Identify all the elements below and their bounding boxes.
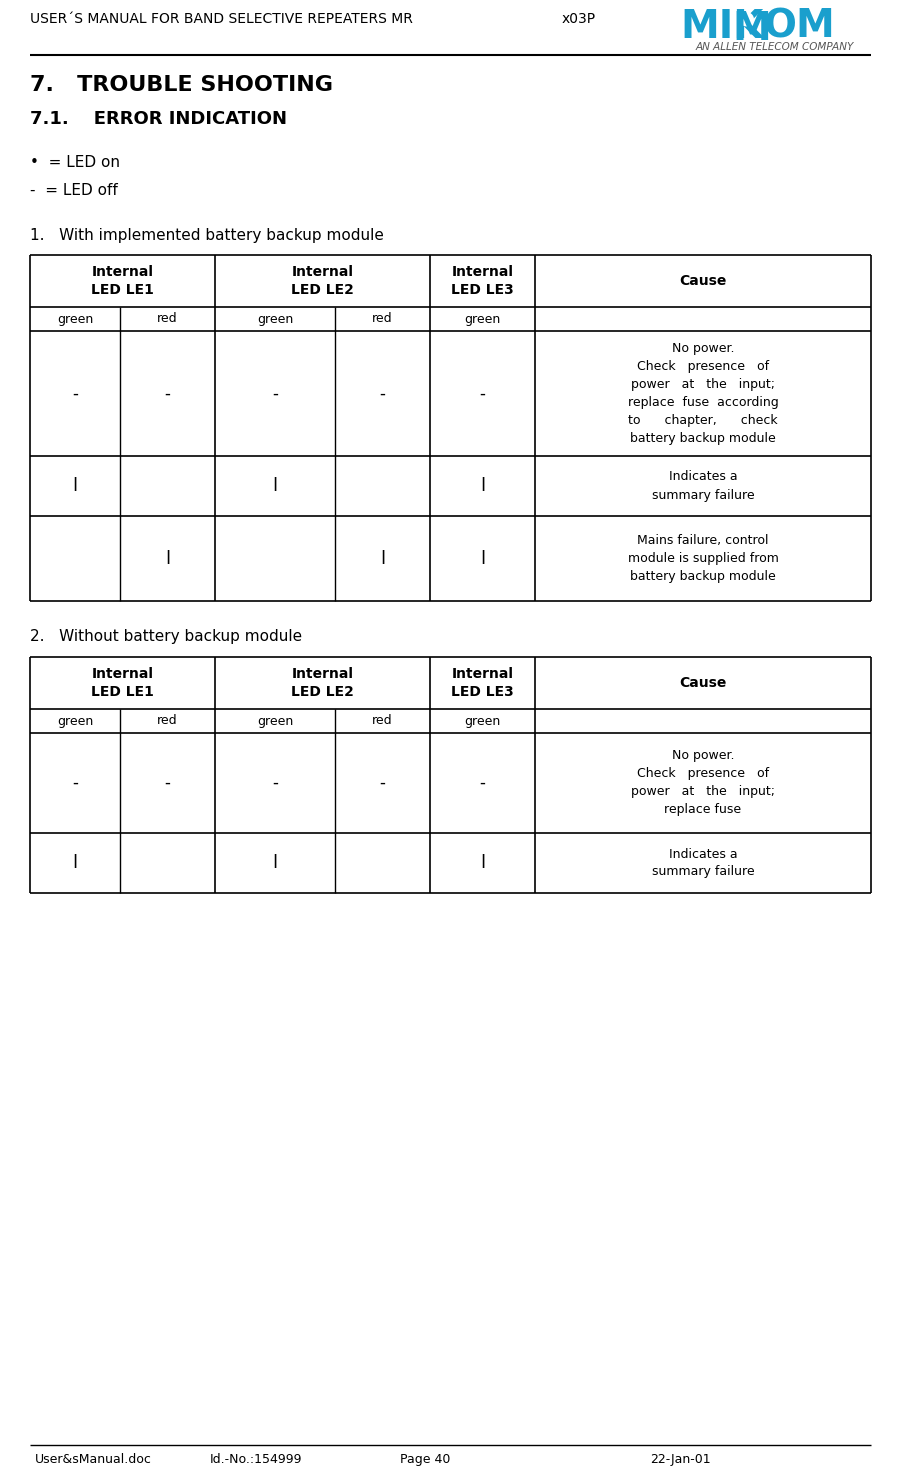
Text: green: green: [464, 714, 501, 728]
Text: l: l: [72, 478, 77, 495]
Text: red: red: [157, 714, 177, 728]
Text: x03P: x03P: [562, 12, 596, 27]
Text: green: green: [57, 714, 93, 728]
Text: green: green: [464, 312, 501, 325]
Text: l: l: [480, 550, 485, 568]
Text: -: -: [379, 385, 386, 402]
Text: Indicates a
summary failure: Indicates a summary failure: [651, 470, 754, 501]
Text: -: -: [272, 774, 278, 791]
Text: red: red: [372, 312, 393, 325]
Text: l: l: [72, 853, 77, 873]
Text: red: red: [157, 312, 177, 325]
Text: 22-Jan-01: 22-Jan-01: [650, 1452, 711, 1466]
Text: green: green: [257, 312, 293, 325]
Text: Cause: Cause: [679, 676, 727, 691]
Text: •  = LED on: • = LED on: [30, 155, 120, 170]
Text: l: l: [380, 550, 385, 568]
Text: -: -: [379, 774, 386, 791]
Text: ●: ●: [738, 7, 755, 27]
Text: -: -: [479, 774, 486, 791]
Text: Cause: Cause: [679, 274, 727, 288]
Text: User&sManual.doc: User&sManual.doc: [35, 1452, 152, 1466]
Text: l: l: [480, 853, 485, 873]
Text: 7.1.    ERROR INDICATION: 7.1. ERROR INDICATION: [30, 109, 287, 129]
Text: 1.   With implemented battery backup module: 1. With implemented battery backup modul…: [30, 228, 384, 243]
Text: l: l: [272, 478, 278, 495]
Text: No power.
Check   presence   of
power   at   the   input;
replace  fuse  accordi: No power. Check presence of power at the…: [628, 342, 778, 445]
Text: 7.   TROUBLE SHOOTING: 7. TROUBLE SHOOTING: [30, 75, 333, 95]
Text: M: M: [732, 10, 770, 47]
Text: -: -: [72, 385, 78, 402]
Text: -  = LED off: - = LED off: [30, 183, 118, 198]
Text: Mains failure, control
module is supplied from
battery backup module: Mains failure, control module is supplie…: [628, 534, 778, 583]
Text: MIK: MIK: [680, 7, 763, 46]
Text: Internal
LED LE1: Internal LED LE1: [91, 667, 154, 698]
Text: Indicates a
summary failure: Indicates a summary failure: [651, 847, 754, 879]
Text: l: l: [165, 550, 170, 568]
Text: l: l: [480, 478, 485, 495]
Text: -: -: [479, 385, 486, 402]
Text: Internal
LED LE2: Internal LED LE2: [291, 265, 354, 297]
Text: Internal
LED LE2: Internal LED LE2: [291, 667, 354, 698]
Text: Internal
LED LE3: Internal LED LE3: [451, 667, 514, 698]
Text: AN ALLEN TELECOM COMPANY: AN ALLEN TELECOM COMPANY: [696, 41, 854, 52]
Text: green: green: [57, 312, 93, 325]
Text: Id.-No.:154999: Id.-No.:154999: [210, 1452, 303, 1466]
Text: USER´S MANUAL FOR BAND SELECTIVE REPEATERS MR: USER´S MANUAL FOR BAND SELECTIVE REPEATE…: [30, 12, 413, 27]
Text: -: -: [165, 774, 170, 791]
Text: l: l: [272, 853, 278, 873]
Text: Page 40: Page 40: [400, 1452, 450, 1466]
Text: OM: OM: [763, 7, 834, 46]
Text: Internal
LED LE1: Internal LED LE1: [91, 265, 154, 297]
Text: red: red: [372, 714, 393, 728]
Text: 2.   Without battery backup module: 2. Without battery backup module: [30, 629, 302, 643]
Text: No power.
Check   presence   of
power   at   the   input;
replace fuse: No power. Check presence of power at the…: [631, 750, 775, 816]
Text: -: -: [272, 385, 278, 402]
Text: -: -: [72, 774, 78, 791]
Text: -: -: [165, 385, 170, 402]
Text: green: green: [257, 714, 293, 728]
Text: Internal
LED LE3: Internal LED LE3: [451, 265, 514, 297]
